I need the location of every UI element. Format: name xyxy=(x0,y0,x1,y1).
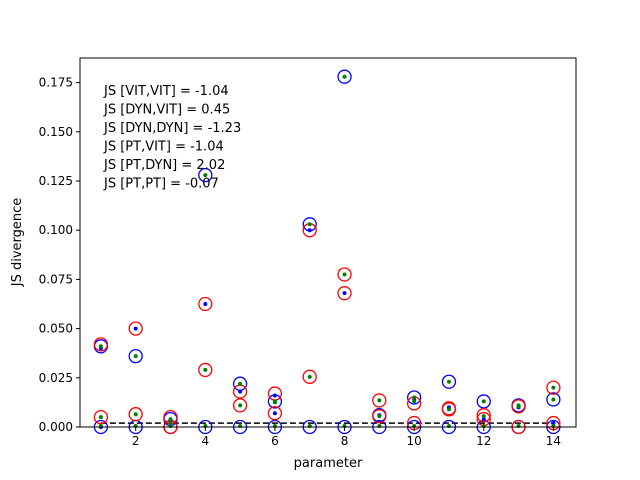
open-circle-marker xyxy=(476,394,491,409)
open-circle-marker xyxy=(198,167,213,183)
x-axis-ticks: 2 4 6 8 10 12 14 xyxy=(132,427,561,448)
dot-marker xyxy=(98,415,103,420)
open-circle-marker xyxy=(337,69,352,84)
dot-marker xyxy=(342,272,347,277)
annotation-line: JS [PT,PT] = -0.07 xyxy=(103,177,219,192)
dot-marker xyxy=(342,74,347,79)
open-circle-marker xyxy=(406,390,422,405)
x-tick-label: 4 xyxy=(201,434,209,448)
dot-marker xyxy=(203,173,208,178)
dot-marker xyxy=(377,414,382,419)
open-circle-marker xyxy=(441,374,457,389)
annotation-line: JS [DYN,VIT] = 0.45 xyxy=(103,103,230,118)
x-tick-label: 12 xyxy=(476,434,491,448)
dot-marker xyxy=(238,389,243,394)
open-circle-marker xyxy=(476,408,491,423)
open-circle-marker xyxy=(198,296,213,312)
dot-marker xyxy=(307,228,312,233)
dot-marker xyxy=(272,393,277,398)
dot-marker xyxy=(446,407,451,412)
dot-marker xyxy=(551,385,556,390)
x-tick-label: 10 xyxy=(407,434,422,448)
annotation-box: JS [VIT,VIT] = -1.04 JS [DYN,VIT] = 0.45 J… xyxy=(103,84,241,192)
dot-marker xyxy=(203,302,208,306)
data-points xyxy=(93,69,561,435)
dot-marker xyxy=(516,404,521,409)
open-circle-marker xyxy=(372,409,387,424)
dot-marker xyxy=(203,367,208,372)
y-tick-label: 0.100 xyxy=(39,223,73,237)
dot-marker xyxy=(133,412,138,417)
x-axis-label: parameter xyxy=(294,456,363,471)
y-tick-label: 0.000 xyxy=(39,420,73,434)
y-axis-label: JS divergence xyxy=(10,198,25,288)
dot-marker xyxy=(481,414,486,419)
open-circle-marker xyxy=(128,407,143,422)
open-circle-marker xyxy=(93,410,109,425)
open-circle-marker xyxy=(546,392,561,407)
axes-frame xyxy=(79,57,577,428)
annotation-line: JS [DYN,DYN] = -1.23 xyxy=(103,121,241,136)
dot-marker xyxy=(412,399,417,404)
y-tick-label: 0.025 xyxy=(39,371,73,385)
open-circle-marker xyxy=(546,380,561,395)
y-tick-label: 0.125 xyxy=(39,174,73,188)
dot-marker xyxy=(342,291,347,296)
open-circle-marker xyxy=(441,401,457,416)
y-tick-label: 0.075 xyxy=(39,272,73,286)
open-circle-marker xyxy=(93,337,109,352)
open-circle-marker xyxy=(302,369,317,384)
dot-marker xyxy=(168,417,173,422)
open-circle-marker xyxy=(511,399,526,414)
dot-marker xyxy=(238,403,243,408)
x-tick-label: 6 xyxy=(271,434,279,448)
dot-marker xyxy=(377,398,382,403)
dot-marker xyxy=(238,381,243,386)
open-circle-marker xyxy=(232,398,248,413)
open-circle-marker xyxy=(337,267,352,282)
open-circle-marker xyxy=(128,349,143,364)
y-tick-label: 0.175 xyxy=(39,76,73,90)
dot-marker xyxy=(412,395,417,400)
dot-marker xyxy=(272,411,277,416)
dot-marker xyxy=(481,399,486,404)
open-circle-marker xyxy=(337,286,352,301)
dot-marker xyxy=(272,400,277,405)
dot-marker xyxy=(551,421,556,426)
annotation-line: JS [PT,DYN] = 2.02 xyxy=(103,158,225,173)
annotation-line: JS [VIT,VIT] = -1.04 xyxy=(103,84,229,99)
y-tick-label: 0.150 xyxy=(39,125,73,139)
dot-marker xyxy=(481,417,486,422)
open-circle-marker xyxy=(128,321,143,336)
dot-marker xyxy=(307,374,312,379)
open-circle-marker xyxy=(267,406,283,421)
dot-marker xyxy=(133,326,138,331)
dot-marker xyxy=(168,421,173,426)
y-tick-label: 0.050 xyxy=(39,322,73,336)
annotation-line: JS [PT,VIT] = -1.04 xyxy=(103,140,224,155)
dot-marker xyxy=(307,222,312,227)
dot-marker xyxy=(98,344,103,349)
x-tick-label: 14 xyxy=(546,434,561,448)
open-circle-marker xyxy=(198,362,213,378)
dot-marker xyxy=(133,354,138,359)
dot-marker xyxy=(551,397,556,402)
open-circle-marker xyxy=(372,393,387,408)
x-tick-label: 8 xyxy=(341,434,349,448)
y-axis-ticks: 0.000 0.025 0.050 0.075 0.100 0.125 0.150 0.175 xyxy=(39,76,80,434)
dot-marker xyxy=(446,379,451,384)
x-tick-label: 2 xyxy=(132,434,140,448)
